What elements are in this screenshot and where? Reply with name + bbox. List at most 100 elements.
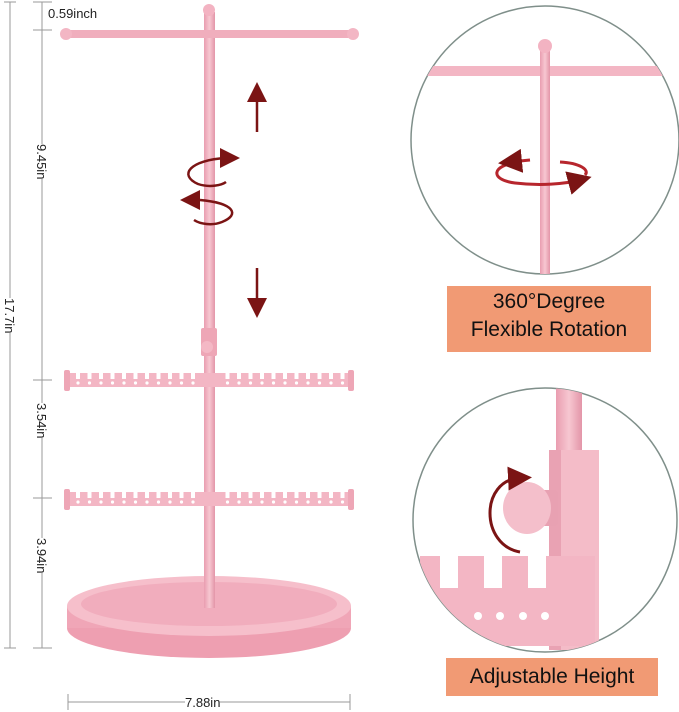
top-gap-label: 0.59inch xyxy=(48,6,98,21)
rotate-arrow-icon xyxy=(488,466,532,554)
earring-slot xyxy=(191,373,195,379)
earring-hole xyxy=(237,500,241,504)
earring-slot xyxy=(76,373,80,379)
earring-hole xyxy=(329,500,333,504)
earring-slot xyxy=(156,492,161,498)
earring-slot xyxy=(168,492,172,498)
earring-slot xyxy=(191,492,195,498)
earring-hole xyxy=(76,381,80,385)
earring-slot xyxy=(225,492,230,498)
earring-slot xyxy=(168,373,172,379)
earring-hole xyxy=(133,500,138,504)
earring-slot xyxy=(87,492,92,498)
earring-hole xyxy=(168,500,172,504)
earring-hole xyxy=(168,381,172,385)
earring-hole xyxy=(87,381,92,385)
earring-hole xyxy=(329,381,333,385)
earring-hole xyxy=(294,500,299,504)
earring-hole xyxy=(156,500,161,504)
earring-slot xyxy=(283,492,287,498)
earring-hole xyxy=(248,381,253,385)
earring-hole xyxy=(317,381,322,385)
earring-hole xyxy=(260,381,264,385)
earring-hole xyxy=(260,500,264,504)
earring-hole xyxy=(110,500,115,504)
earring-slot xyxy=(237,373,241,379)
earring-hole xyxy=(283,381,287,385)
lower-height-label: 3.94in xyxy=(34,538,49,574)
earring-slot xyxy=(306,373,310,379)
earring-hole xyxy=(237,381,241,385)
earring-slot xyxy=(271,373,276,379)
earring-hole xyxy=(122,500,126,504)
earring-hole xyxy=(306,500,310,504)
earring-hole xyxy=(191,381,195,385)
earring-hole xyxy=(110,381,115,385)
earring-hole xyxy=(283,500,287,504)
earring-hole xyxy=(179,381,184,385)
earring-hole xyxy=(306,381,310,385)
earring-slot xyxy=(248,373,253,379)
earring-slot xyxy=(122,373,126,379)
rotate-arrow-icon xyxy=(193,198,234,226)
earring-hole xyxy=(340,381,345,385)
earring-hole xyxy=(87,500,92,504)
earring-slot xyxy=(133,373,138,379)
rotation-title-line1: 360°Degree xyxy=(492,290,606,313)
earring-slot xyxy=(99,492,103,498)
rotation-feature-badge: 360°Degree Flexible Rotation xyxy=(447,286,651,352)
earring-slot xyxy=(145,492,149,498)
earring-slot xyxy=(225,373,230,379)
earring-slot xyxy=(271,492,276,498)
earring-hole xyxy=(133,381,138,385)
earring-hole xyxy=(145,500,149,504)
earring-slot xyxy=(133,492,138,498)
height-feature-badge: Adjustable Height xyxy=(446,658,658,696)
earring-hole xyxy=(271,381,276,385)
earring-slot xyxy=(260,492,264,498)
earring-hole xyxy=(191,500,195,504)
earring-hole xyxy=(225,500,230,504)
upper-height-label: 9.45in xyxy=(34,144,49,180)
base-width-label: 7.88in xyxy=(185,695,221,710)
earring-slot xyxy=(179,373,184,379)
earring-slot xyxy=(110,373,115,379)
earring-slot xyxy=(283,373,287,379)
earring-hole xyxy=(340,500,345,504)
earring-slot xyxy=(317,492,322,498)
earring-hole xyxy=(225,381,230,385)
earring-slot xyxy=(99,373,103,379)
earring-slot xyxy=(237,492,241,498)
earring-slot xyxy=(145,373,149,379)
earring-hole xyxy=(76,500,80,504)
earring-slot xyxy=(294,373,299,379)
earring-hole xyxy=(294,381,299,385)
earring-slot xyxy=(156,373,161,379)
earring-slot xyxy=(76,492,80,498)
earring-slot xyxy=(87,373,92,379)
earring-slot xyxy=(294,492,299,498)
earring-hole xyxy=(122,381,126,385)
earring-hole xyxy=(156,381,161,385)
earring-hole xyxy=(179,500,184,504)
earring-slot xyxy=(260,373,264,379)
earring-slot xyxy=(329,492,333,498)
earring-hole xyxy=(99,500,103,504)
rotation-detail-circle xyxy=(410,5,679,275)
height-detail-circle xyxy=(412,387,678,653)
earring-hole xyxy=(271,500,276,504)
earring-slot xyxy=(317,373,322,379)
earring-slot xyxy=(340,373,345,379)
earring-slot xyxy=(179,492,184,498)
jewelry-stand xyxy=(60,4,359,658)
earring-slot xyxy=(110,492,115,498)
rotate-arrow-icon xyxy=(187,156,227,188)
earring-hole xyxy=(99,381,103,385)
earring-hole xyxy=(317,500,322,504)
tier-gap-label: 3.54in xyxy=(34,403,49,439)
earring-slot xyxy=(340,492,345,498)
earring-slot xyxy=(306,492,310,498)
total-height-label: 17.7in xyxy=(2,298,17,334)
